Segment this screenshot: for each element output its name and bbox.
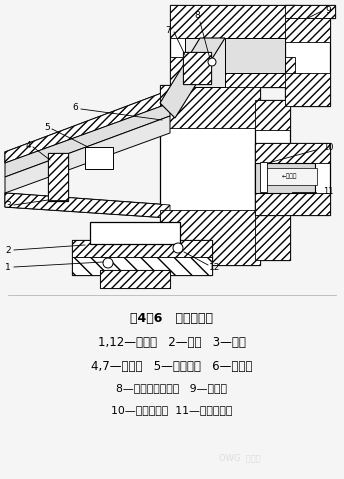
Polygon shape [72, 257, 212, 275]
Text: 3: 3 [5, 201, 11, 209]
Polygon shape [255, 143, 330, 163]
Bar [170, 5, 295, 87]
Text: 10: 10 [323, 144, 333, 152]
Bar [100, 270, 170, 288]
Bar [72, 240, 212, 275]
Polygon shape [285, 5, 335, 18]
Bar [48, 153, 68, 201]
Text: 图4－6   旁侧式机头: 图4－6 旁侧式机头 [130, 311, 214, 324]
Polygon shape [5, 116, 170, 193]
Polygon shape [183, 52, 211, 84]
Text: 5: 5 [44, 123, 50, 132]
Text: 12: 12 [209, 263, 221, 273]
Text: ←空气入: ←空气入 [281, 174, 297, 179]
Polygon shape [5, 90, 170, 163]
Polygon shape [285, 73, 330, 106]
Bar [183, 52, 211, 84]
Bar [255, 143, 330, 215]
Bar [262, 168, 317, 185]
Polygon shape [255, 163, 315, 193]
Text: OWG  塑料网: OWG 塑料网 [219, 454, 261, 463]
Text: 7: 7 [165, 25, 171, 34]
Polygon shape [5, 103, 170, 177]
Circle shape [208, 58, 216, 66]
Bar [85, 147, 113, 169]
Bar [285, 18, 330, 106]
Polygon shape [5, 90, 170, 163]
Polygon shape [72, 240, 212, 257]
Polygon shape [285, 18, 330, 42]
Polygon shape [255, 193, 330, 215]
Polygon shape [48, 153, 68, 200]
Circle shape [173, 243, 183, 253]
Polygon shape [160, 85, 260, 128]
Text: 9: 9 [325, 5, 331, 14]
Circle shape [103, 258, 113, 268]
Bar [255, 100, 290, 260]
Text: 8—熔融塑料测温孔   9—连接器: 8—熔融塑料测温孔 9—连接器 [117, 383, 227, 393]
Text: 4: 4 [25, 140, 31, 149]
Polygon shape [170, 5, 295, 38]
Polygon shape [285, 5, 335, 18]
Bar [160, 85, 260, 265]
Polygon shape [170, 57, 295, 87]
Bar [90, 222, 180, 244]
Polygon shape [5, 193, 170, 218]
Polygon shape [5, 193, 170, 218]
Text: 2: 2 [5, 246, 11, 254]
Polygon shape [160, 38, 225, 118]
Text: 8: 8 [194, 11, 200, 20]
Polygon shape [185, 38, 225, 87]
Text: 1: 1 [5, 263, 11, 273]
Polygon shape [225, 38, 285, 73]
Text: 4,7—电热圈   5—调节螺钉   6—机头体: 4,7—电热圈 5—调节螺钉 6—机头体 [91, 360, 253, 373]
Polygon shape [100, 270, 170, 288]
Polygon shape [160, 210, 260, 265]
Polygon shape [255, 215, 290, 260]
Text: 6: 6 [72, 103, 78, 112]
Bar [260, 162, 267, 192]
Polygon shape [255, 100, 290, 130]
Text: 10—高温计测孔  11—芯模加热器: 10—高温计测孔 11—芯模加热器 [111, 405, 233, 415]
Text: 11: 11 [323, 187, 333, 196]
Text: 1,12—测温孔   2—口模   3—芯模: 1,12—测温孔 2—口模 3—芯模 [98, 337, 246, 350]
